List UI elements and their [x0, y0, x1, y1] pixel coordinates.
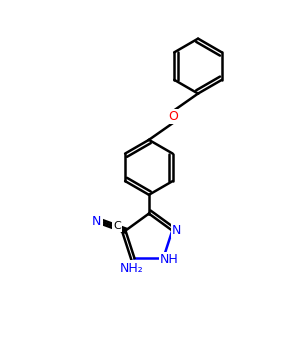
Text: O: O — [168, 110, 178, 123]
Text: NH: NH — [160, 253, 178, 266]
Text: N: N — [172, 224, 181, 237]
Text: N: N — [92, 215, 101, 228]
Text: NH₂: NH₂ — [120, 262, 143, 275]
Text: C: C — [113, 221, 121, 231]
